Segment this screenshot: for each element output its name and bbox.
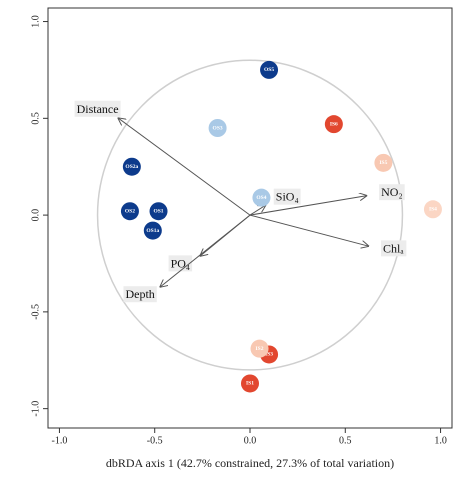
vector-label-bg: [380, 240, 407, 257]
sample-point: [374, 153, 393, 172]
vector-label-bg: [123, 286, 157, 303]
sample-label: OS1a: [146, 228, 159, 234]
vector-label: Distance: [77, 102, 119, 116]
vector-label-bg: [273, 188, 301, 205]
plot-frame: [47, 7, 453, 429]
sample-point: [120, 202, 139, 221]
vector-arrow: [119, 118, 251, 216]
vector-arrow: [249, 196, 366, 216]
x-axis-label: dbRDA axis 1 (42.7% constrained, 27.3% o…: [106, 456, 394, 470]
sample-point: [260, 60, 279, 79]
sample-label: IS5: [379, 160, 387, 166]
sample-label: IS1: [246, 381, 254, 387]
sample-label: IS3: [265, 352, 273, 358]
y-tick-label: 0.5: [30, 112, 41, 125]
vector-label: Chlₐ: [383, 241, 404, 255]
sample-point: [143, 221, 162, 240]
sample-point: [241, 374, 259, 393]
x-tick-label: -0.5: [147, 435, 163, 446]
sample-point: [250, 339, 269, 358]
vector-arrow: [249, 205, 265, 216]
sample-label: OS2a: [125, 164, 138, 170]
y-tick-label: -1.0: [30, 401, 41, 417]
sample-label: IS2: [256, 346, 264, 352]
y-tick-label: -0.5: [30, 304, 41, 320]
sample-label: IS6: [330, 121, 338, 127]
equilibrium-circle: [96, 59, 404, 371]
sample-point: [324, 115, 343, 134]
x-tick-label: 0.5: [339, 435, 352, 446]
sample-point: [252, 188, 271, 207]
x-tick-label: 1.0: [434, 435, 447, 446]
vector-label: NO₂: [381, 185, 403, 199]
vector-label-bg: [379, 184, 405, 201]
y-tick-label: 0.0: [30, 209, 41, 222]
sample-label: OS2: [125, 208, 135, 214]
sample-label: IS4: [429, 207, 437, 213]
sample-label: OS3: [213, 125, 223, 131]
sample-label: OS4: [256, 195, 266, 201]
vector-arrow: [160, 214, 251, 287]
sample-point: [208, 119, 227, 137]
sample-point: [149, 202, 168, 221]
vector-arrow: [249, 214, 368, 246]
x-tick-label: 0.0: [244, 435, 257, 446]
vector-label: PO₄: [171, 256, 191, 270]
vector-label-bg: [74, 100, 121, 117]
sample-point: [423, 200, 442, 219]
vector-label: Depth: [125, 287, 154, 301]
sample-label: OS1: [153, 208, 163, 214]
x-tick-label: -1.0: [52, 435, 68, 446]
sample-label: OS5: [264, 67, 274, 73]
vector-label-bg: [168, 255, 193, 272]
y-tick-label: 1.0: [30, 15, 41, 28]
vector-label: SiO₄: [276, 190, 299, 204]
sample-point: [122, 157, 141, 176]
